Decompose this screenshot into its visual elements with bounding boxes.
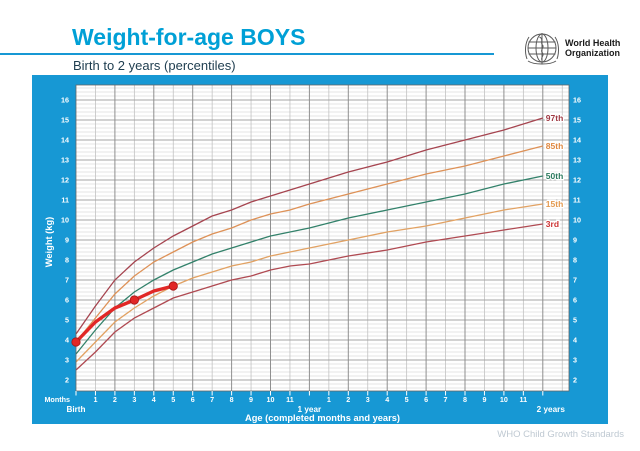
x-tick-label: 4 — [152, 395, 156, 404]
y-tick-label-left: 11 — [61, 196, 69, 205]
x-tick-label: 5 — [405, 395, 409, 404]
x-label-1year: 1 year — [298, 405, 322, 414]
x-tick-label: 3 — [366, 395, 370, 404]
chart-subtitle: Birth to 2 years (percentiles) — [73, 58, 236, 73]
x-tick-label: 11 — [286, 395, 294, 404]
percentile-curve-85th — [75, 145, 543, 343]
x-tick-label: 3 — [132, 395, 136, 404]
y-tick-label-right: 2 — [573, 376, 577, 385]
x-tick-label: 6 — [424, 395, 428, 404]
y-tick-label-left: 14 — [61, 136, 69, 145]
y-tick-label-left: 3 — [65, 356, 69, 365]
y-tick-label-left: 6 — [65, 296, 69, 305]
y-tick-label-left: 5 — [65, 316, 69, 325]
patient-weight-line — [74, 284, 175, 344]
who-emblem-icon — [524, 33, 560, 65]
y-tick-label-left: 8 — [65, 256, 69, 265]
x-axis-title: Age (completed months and years) — [245, 413, 400, 423]
percentile-label-15th: 15th — [546, 199, 563, 209]
y-tick-label-right: 6 — [573, 296, 577, 305]
x-tick-label: 1 — [327, 395, 331, 404]
y-tick-label-left: 15 — [61, 116, 69, 125]
x-tick-label: 6 — [191, 395, 195, 404]
y-tick-label-right: 4 — [573, 336, 577, 345]
x-tick-label: 8 — [463, 395, 467, 404]
y-tick-label-right: 12 — [573, 176, 581, 185]
x-tick-label: 10 — [267, 395, 275, 404]
y-tick-label-right: 7 — [573, 276, 577, 285]
y-tick-label-left: 13 — [61, 156, 69, 165]
percentile-curve-3rd — [75, 223, 543, 371]
patient-weight-point — [71, 337, 81, 347]
percentile-label-97th: 97th — [546, 113, 563, 123]
y-axis: 2 2 3 3 4 4 5 5 6 6 7 7 8 8 9 9 10 10 11 11 12 12 13 13 14 14 15 15… — [44, 96, 581, 385]
x-tick-label: 7 — [444, 395, 448, 404]
percentile-curve-15th — [75, 203, 543, 363]
growth-chart: 97th 85th 50th 15th 3rd 1 2 3 4 5 6 7 8 9 10 11 1 2 3 4 5 6 7 8… — [32, 75, 608, 424]
patient-weight-point — [129, 295, 139, 305]
page-title: Weight-for-age BOYS — [72, 24, 306, 50]
y-tick-label-right: 11 — [573, 196, 581, 205]
y-tick-label-left: 16 — [61, 96, 69, 105]
who-logo-text: World Health Organization — [565, 38, 621, 59]
y-tick-label-left: 7 — [65, 276, 69, 285]
y-tick-label-right: 9 — [573, 236, 577, 245]
x-tick-label: 2 — [346, 395, 350, 404]
y-tick-label-right: 15 — [573, 116, 581, 125]
x-tick-label: 4 — [385, 395, 389, 404]
y-tick-label-left: 4 — [65, 336, 69, 345]
who-logo-line2: Organization — [565, 48, 621, 58]
x-tick-label: 9 — [482, 395, 486, 404]
percentile-curve-97th — [75, 117, 543, 335]
percentile-curve-50th — [75, 175, 543, 355]
y-tick-label-left: 9 — [65, 236, 69, 245]
x-tick-label: 1 — [93, 395, 97, 404]
plot-area — [76, 85, 569, 391]
patient-weight-point — [168, 281, 178, 291]
x-label-2years: 2 years — [537, 405, 566, 414]
x-unit-label: Months — [44, 395, 70, 404]
x-tick-label: 7 — [210, 395, 214, 404]
y-tick-label-right: 8 — [573, 256, 577, 265]
plot-border — [75, 84, 570, 392]
x-tick-label: 2 — [113, 395, 117, 404]
who-logo-line1: World Health — [565, 38, 621, 49]
y-tick-label-left: 10 — [61, 216, 69, 225]
percentile-label-3rd: 3rd — [546, 219, 559, 229]
who-logo: World Health Organization — [524, 31, 620, 67]
y-tick-label-right: 5 — [573, 316, 577, 325]
x-tick-label: 11 — [520, 395, 528, 404]
x-tick-label: 10 — [500, 395, 508, 404]
x-tick-label: 8 — [230, 395, 234, 404]
title-rule — [0, 53, 494, 55]
y-tick-label-right: 10 — [573, 216, 581, 225]
y-tick-label-left: 2 — [65, 376, 69, 385]
percentile-label-50th: 50th — [546, 171, 563, 181]
x-tick-label: 5 — [171, 395, 175, 404]
y-tick-label-right: 16 — [573, 96, 581, 105]
x-tick-label: 9 — [249, 395, 253, 404]
percentile-label-85th: 85th — [546, 141, 563, 151]
y-tick-label-right: 14 — [573, 136, 581, 145]
y-tick-label-right: 3 — [573, 356, 577, 365]
y-tick-label-left: 12 — [61, 176, 69, 185]
x-label-birth: Birth — [66, 405, 85, 414]
watermark: WHO Child Growth Standards — [497, 429, 624, 440]
y-axis-title: Weight (kg) — [44, 217, 54, 267]
y-tick-label-right: 13 — [573, 156, 581, 165]
